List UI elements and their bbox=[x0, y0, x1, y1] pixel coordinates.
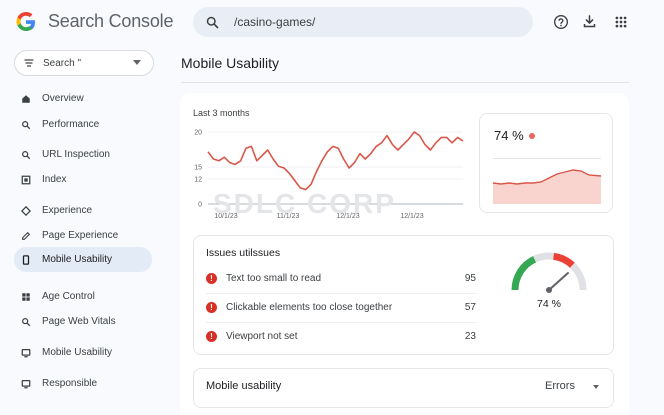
issue-row[interactable]: ! Clickable elements too close together … bbox=[206, 293, 476, 322]
issues-card: Issues utilssues ! Text too small to rea… bbox=[193, 235, 614, 355]
sidebar-item-index[interactable]: Index bbox=[14, 167, 152, 192]
sidebar-item-label: Mobile Usability bbox=[42, 347, 113, 358]
sidebar-item-label: URL Inspection bbox=[42, 149, 110, 160]
sidebar-item-experience[interactable]: Experience bbox=[14, 198, 152, 223]
x-tick-label: 10/1/23 bbox=[214, 213, 237, 220]
sidebar-item-label: Mobile Usability bbox=[42, 254, 113, 265]
gauge-value: 74 % bbox=[537, 298, 561, 310]
download-icon[interactable] bbox=[581, 13, 598, 30]
sidebar-item-label: Experience bbox=[42, 205, 93, 216]
sidebar-item-label: Age Control bbox=[42, 291, 95, 302]
sidebar-item-overview[interactable]: Overview bbox=[14, 86, 152, 111]
sidebar-item-responsible[interactable]: Responsible bbox=[14, 371, 152, 396]
y-tick-label: 15 bbox=[194, 165, 202, 172]
screen-icon bbox=[20, 378, 32, 390]
divider bbox=[181, 82, 629, 83]
sidebar-item-label: Performance bbox=[42, 119, 100, 130]
sparkline bbox=[493, 169, 601, 204]
page-title: Mobile Usability bbox=[181, 55, 280, 71]
home-icon bbox=[20, 93, 32, 105]
issue-count: 57 bbox=[464, 302, 476, 313]
chevron-down-icon bbox=[133, 60, 141, 65]
issue-count: 23 bbox=[464, 331, 476, 342]
phone-icon bbox=[20, 254, 32, 266]
issue-label: Text too small to read bbox=[226, 273, 322, 284]
status-dot bbox=[529, 133, 535, 139]
app-title: Search Console bbox=[48, 11, 174, 31]
status-filter-select[interactable]: Errors bbox=[545, 380, 575, 392]
sidebar-item-label: Overview bbox=[42, 93, 84, 104]
x-tick-label: 12/1/23 bbox=[400, 213, 423, 220]
x-tick-label: 12/1/23 bbox=[336, 213, 359, 220]
index-icon bbox=[20, 174, 32, 186]
sidebar-item-label: Page Web Vitals bbox=[42, 316, 116, 327]
error-icon: ! bbox=[206, 331, 217, 342]
grid-icon bbox=[20, 291, 32, 303]
issue-row[interactable]: ! Text too small to read 95 bbox=[206, 264, 476, 293]
panel-title: Mobile usability bbox=[206, 380, 282, 392]
sidebar-item-age-control[interactable]: Age Control bbox=[14, 284, 152, 309]
help-icon[interactable] bbox=[552, 13, 569, 30]
score-value: 74 % bbox=[494, 128, 524, 143]
property-selector[interactable]: Search " bbox=[14, 50, 154, 76]
divider bbox=[206, 322, 476, 323]
sidebar-item-page-experience[interactable]: Page Experience bbox=[14, 223, 152, 248]
usability-score-card[interactable]: 74 % bbox=[479, 113, 613, 213]
y-tick-label: 20 bbox=[194, 130, 202, 137]
issue-label: Clickable elements too close together bbox=[226, 302, 393, 313]
sidebar-item-url-inspection[interactable]: URL Inspection bbox=[14, 142, 152, 167]
search-input[interactable]: /casino-games/ bbox=[234, 15, 316, 29]
mobile-usability-panel: Mobile usability Errors bbox=[193, 368, 614, 408]
search-console-logo bbox=[14, 10, 38, 34]
issue-count: 95 bbox=[464, 273, 476, 284]
trend-chart: 0 12 15 20 10/1/23 11/1/23 12/1/23 12/1/23 bbox=[194, 130, 464, 220]
sidebar-item-mobile-usability[interactable]: Mobile Usability bbox=[14, 340, 152, 365]
issue-label: Viewport not set bbox=[226, 331, 298, 342]
issues-title: Issues utilssues bbox=[206, 247, 281, 259]
sidebar-item-page-web-vitals[interactable]: Page Web Vitals bbox=[14, 309, 152, 334]
error-icon: ! bbox=[206, 302, 217, 313]
screen-icon bbox=[20, 347, 32, 359]
search-icon bbox=[20, 149, 32, 161]
chart-date-range: Last 3 months bbox=[193, 108, 250, 118]
edit-icon bbox=[20, 230, 32, 242]
chevron-down-icon[interactable] bbox=[593, 385, 599, 389]
search-icon bbox=[206, 16, 219, 28]
search-icon bbox=[20, 119, 32, 131]
search-icon bbox=[20, 316, 32, 328]
sidebar-item-label: Page Experience bbox=[42, 230, 119, 241]
sidebar-item-mobile-usability[interactable]: Mobile Usability bbox=[14, 247, 152, 272]
apps-grid-icon[interactable] bbox=[612, 13, 629, 30]
y-tick-label: 12 bbox=[194, 177, 202, 184]
series-line bbox=[207, 131, 464, 191]
score-gauge bbox=[511, 252, 587, 293]
divider bbox=[493, 158, 601, 159]
error-icon: ! bbox=[206, 273, 217, 284]
search-bar[interactable]: /casino-games/ bbox=[193, 7, 533, 37]
issue-row[interactable]: ! Viewport not set 23 bbox=[206, 322, 476, 351]
divider bbox=[206, 293, 476, 294]
y-tick-label: 0 bbox=[198, 202, 202, 209]
menu-icon bbox=[24, 59, 34, 67]
sidebar-item-label: Responsible bbox=[42, 378, 98, 389]
x-tick-label: 11/1/23 bbox=[277, 213, 300, 220]
sidebar-item-performance[interactable]: Performance bbox=[14, 112, 152, 137]
sidebar-item-label: Index bbox=[42, 174, 67, 185]
property-label: Search " bbox=[43, 57, 82, 69]
diamond-icon bbox=[20, 205, 32, 217]
